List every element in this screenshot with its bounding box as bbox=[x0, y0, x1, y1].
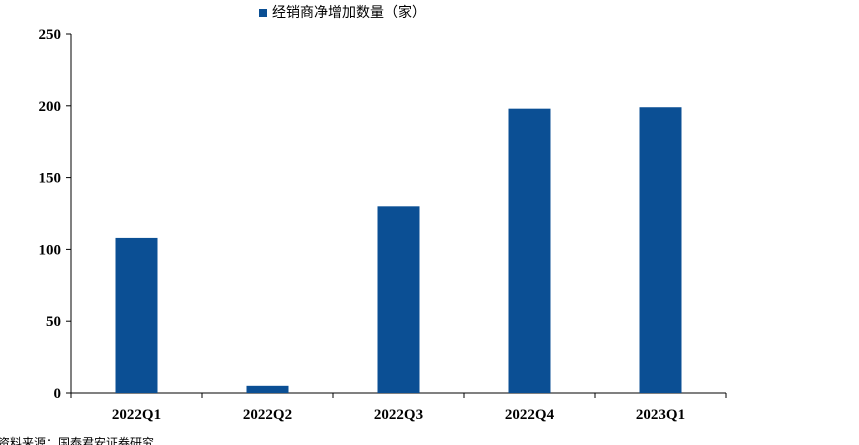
bar-2023Q1 bbox=[639, 107, 682, 394]
bar-2022Q2 bbox=[246, 385, 289, 393]
x-tick-label: 2022Q2 bbox=[243, 407, 292, 423]
bar-2022Q3 bbox=[377, 206, 420, 393]
y-tick-label: 150 bbox=[39, 171, 62, 187]
legend-label: 经销商净增加数量（家） bbox=[272, 4, 426, 21]
x-axis: 2022Q1 2022Q2 2022Q3 2022Q4 2023Q1 bbox=[70, 392, 727, 423]
bar-2022Q1 bbox=[115, 237, 158, 393]
legend-swatch bbox=[259, 9, 267, 17]
bars bbox=[115, 107, 682, 394]
y-tick-label: 0 bbox=[54, 386, 62, 402]
x-tick-label: 2022Q1 bbox=[112, 407, 161, 423]
x-tick-label: 2022Q3 bbox=[374, 407, 423, 423]
x-tick-label: 2023Q1 bbox=[636, 407, 685, 423]
y-axis: 0 50 100 150 200 250 bbox=[39, 27, 72, 402]
x-tick-label: 2022Q4 bbox=[505, 407, 555, 423]
y-tick-label: 100 bbox=[39, 242, 62, 258]
y-tick-label: 200 bbox=[39, 99, 62, 115]
source-note: 资料来源：国泰君安证券研究 bbox=[0, 435, 154, 445]
y-tick-label: 50 bbox=[46, 314, 61, 330]
y-tick-label: 250 bbox=[39, 27, 62, 43]
legend: 经销商净增加数量（家） bbox=[259, 4, 426, 21]
bar-2022Q4 bbox=[508, 108, 551, 393]
